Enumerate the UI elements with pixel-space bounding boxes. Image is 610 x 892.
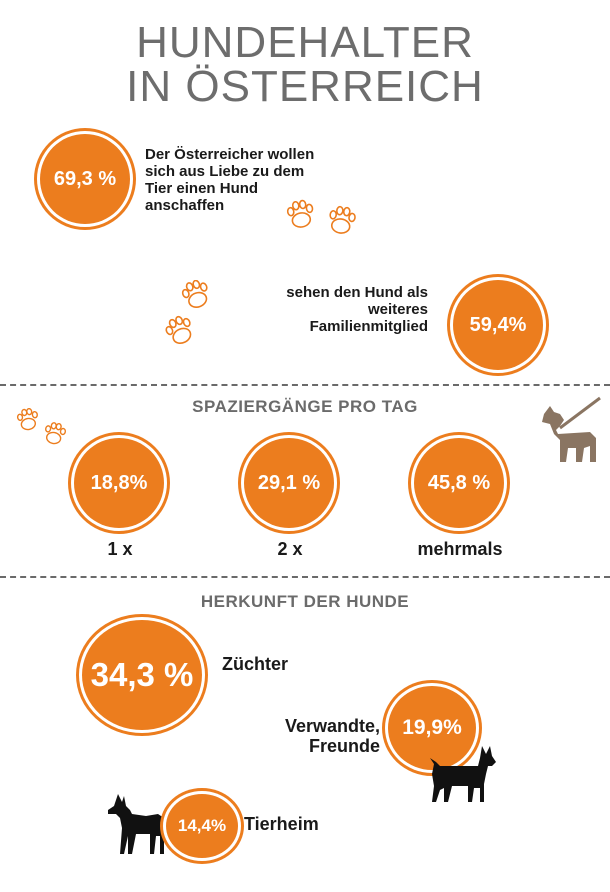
walks-badge-2x: 29,1 %: [244, 438, 334, 528]
paw-prints-icon: [16, 408, 70, 448]
walks-label-mehrmals: mehrmals: [417, 539, 503, 559]
origin-label-tierheim: Tierheim: [244, 814, 319, 834]
doberman-icon: [106, 792, 170, 858]
paw-prints-icon: [286, 196, 366, 246]
stat-value: 29,1 %: [257, 471, 321, 494]
stat-value: 34,3 %: [90, 656, 194, 693]
origin-label-zuechter: Züchter: [222, 654, 289, 674]
stat-value: 14,4%: [177, 816, 227, 835]
stat-text-family: sehen den Hund als weiteres Familienmitg…: [286, 284, 428, 335]
origin-badge-verwandte: 19,9%: [388, 686, 476, 770]
stat-value: 59,4%: [469, 313, 527, 336]
walks-badge-1x: 18,8%: [74, 438, 164, 528]
stat-badge-love: 69,3 %: [40, 134, 130, 224]
section-divider: [0, 384, 610, 386]
walks-label-1x: 1 x: [107, 539, 133, 559]
stat-value: 19,9%: [402, 716, 462, 739]
walks-heading: SPAZIERGÄNGE PRO TAG: [192, 397, 418, 416]
origin-badge-tierheim: 14,4%: [166, 794, 238, 858]
origin-label-verwandte-line-2: Freunde: [308, 736, 380, 756]
origin-badge-zuechter: 34,3 %: [82, 620, 202, 730]
stat-badge-family: 59,4%: [453, 280, 543, 370]
origin-label-verwandte-line-1: Verwandte,: [284, 716, 380, 736]
stat-value: 45,8 %: [427, 471, 491, 494]
stat-value: 69,3 %: [53, 167, 117, 190]
paw-prints-icon: [164, 280, 224, 355]
page-title-line-2: IN ÖSTERREICH: [126, 62, 484, 111]
small-dog-icon: [428, 744, 500, 804]
page-title-line-1: HUNDEHALTER: [136, 18, 474, 67]
walks-label-2x: 2 x: [277, 539, 303, 559]
dog-on-leash-icon: [536, 392, 606, 464]
section-divider: [0, 576, 610, 578]
stat-value: 18,8%: [90, 471, 148, 494]
stat-text-love: Der Österreicher wollen sich aus Liebe z…: [145, 146, 315, 214]
origin-heading: HERKUNFT DER HUNDE: [200, 592, 410, 611]
walks-badge-mehrmals: 45,8 %: [414, 438, 504, 528]
